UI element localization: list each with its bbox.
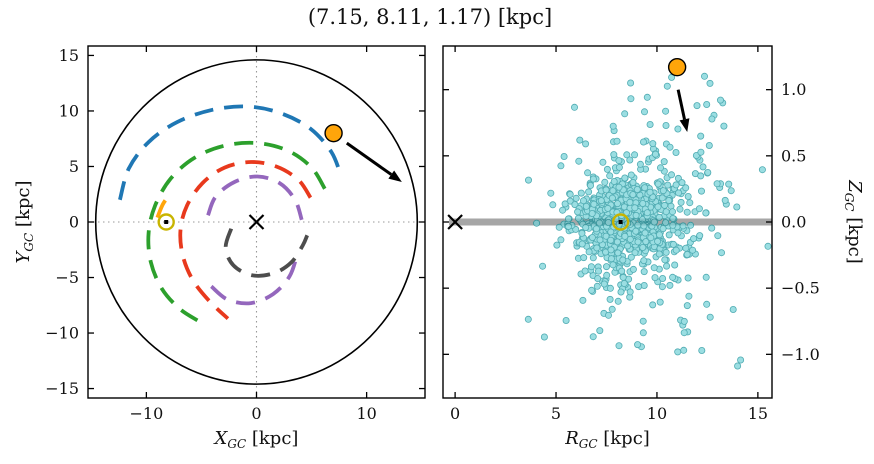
- rz-xtick-label: 10: [647, 404, 667, 423]
- rz-ylabel: ZGC [kpc]: [842, 179, 865, 264]
- galactic-center-marker: [447, 214, 463, 230]
- galactic-center-marker: [248, 214, 265, 230]
- velocity-arrowhead: [388, 170, 402, 183]
- xy-ytick-label: −5: [55, 268, 79, 287]
- rz-panel: [447, 57, 772, 370]
- local-orange-segment: [155, 192, 173, 219]
- cluster-marker: [324, 123, 343, 143]
- purple-arm-top: [206, 174, 304, 221]
- xy-ytick-label: 0: [69, 213, 79, 232]
- inner-gray-arm: [223, 228, 309, 278]
- rz-axes: 0 5 10 15 −1.0 −0.5 0.0 0.5 1.0: [442, 45, 820, 423]
- xy-ytick-label: 15: [59, 46, 79, 65]
- sun-marker: [611, 213, 630, 231]
- velocity-arrow: [345, 141, 393, 176]
- purple-arm-bottom: [210, 253, 300, 306]
- velocity-arrowhead: [679, 118, 690, 133]
- red-arm: [178, 160, 313, 320]
- rz-xlabel: RGC [kpc]: [564, 428, 650, 451]
- rz-ytick-label: 0.5: [781, 146, 806, 165]
- green-arm: [146, 140, 327, 323]
- xy-xtick-label: −10: [129, 404, 163, 423]
- rz-ytick-label: −0.5: [781, 279, 820, 298]
- xy-xlabel: XGC [kpc]: [213, 428, 299, 451]
- rz-ytick-label: −1.0: [781, 345, 820, 364]
- rz-xtick-label: 5: [551, 404, 561, 423]
- velocity-arrow: [676, 89, 686, 120]
- xy-xtick-label: 0: [251, 404, 261, 423]
- xy-axes: −10 0 10 −15 −10 −5 0 5 10 15: [45, 45, 426, 423]
- xy-ytick-label: 5: [69, 157, 79, 176]
- star-scatter: [524, 72, 772, 370]
- rz-xtick-label: 15: [748, 404, 768, 423]
- outer-blue-arm: [118, 104, 344, 201]
- sun-marker: [157, 213, 175, 231]
- cluster-marker: [667, 57, 687, 77]
- rz-ytick-label: 0.0: [781, 213, 806, 232]
- xy-panel: [88, 46, 425, 398]
- xy-ytick-label: −10: [45, 324, 79, 343]
- xy-ylabel: YGC [kpc]: [13, 181, 36, 264]
- xy-xtick-label: 10: [356, 404, 376, 423]
- xy-ytick-label: −15: [45, 379, 79, 398]
- galaxy-boundary-circle: [94, 59, 419, 385]
- rz-ytick-label: 1.0: [781, 80, 806, 99]
- figure-title: (7.15, 8.11, 1.17) [kpc]: [307, 5, 553, 29]
- rz-xtick-label: 0: [450, 404, 460, 423]
- xy-ytick-label: 10: [59, 101, 79, 120]
